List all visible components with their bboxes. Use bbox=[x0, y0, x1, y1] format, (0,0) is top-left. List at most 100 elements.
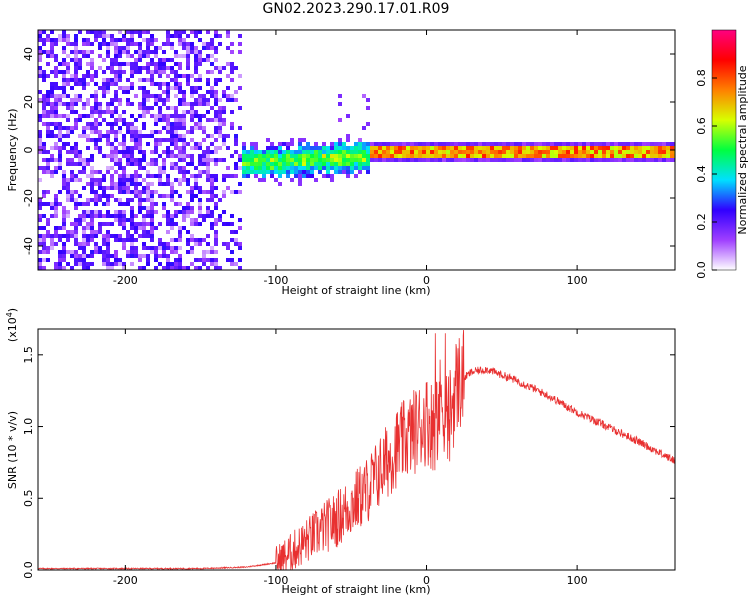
heatmap-cell bbox=[42, 30, 46, 34]
heatmap-cell bbox=[194, 70, 198, 74]
heatmap-cell bbox=[286, 166, 290, 170]
heatmap-cell bbox=[146, 162, 150, 166]
heatmap-cell bbox=[306, 146, 310, 150]
heatmap-cell bbox=[498, 150, 502, 154]
heatmap-cell bbox=[38, 258, 42, 262]
heatmap-cell bbox=[54, 134, 58, 138]
heatmap-cell bbox=[118, 70, 122, 74]
heatmap-cell bbox=[302, 154, 306, 158]
heatmap-cell bbox=[198, 98, 202, 102]
heatmap-cell bbox=[574, 154, 578, 158]
heatmap-cell bbox=[474, 142, 478, 146]
heatmap-cell bbox=[146, 182, 150, 186]
heatmap-cell bbox=[670, 150, 674, 154]
heatmap-cell bbox=[62, 226, 66, 230]
heatmap-cell bbox=[102, 250, 106, 254]
heatmap-cell bbox=[194, 218, 198, 222]
heatmap-cell bbox=[98, 86, 102, 90]
heatmap-cell bbox=[194, 62, 198, 66]
y-tick-label: 1.5 bbox=[22, 346, 35, 364]
heatmap-cell bbox=[554, 158, 558, 162]
heatmap-cell bbox=[50, 38, 54, 42]
heatmap-cell bbox=[442, 142, 446, 146]
heatmap-cell bbox=[406, 150, 410, 154]
heatmap-cell bbox=[546, 150, 550, 154]
heatmap-cell bbox=[178, 202, 182, 206]
heatmap-cell bbox=[74, 70, 78, 74]
heatmap-cell bbox=[58, 258, 62, 262]
heatmap-cell bbox=[50, 114, 54, 118]
heatmap-cell bbox=[110, 150, 114, 154]
heatmap-cell bbox=[170, 134, 174, 138]
heatmap-cell bbox=[418, 142, 422, 146]
heatmap-cell bbox=[474, 146, 478, 150]
heatmap-cell bbox=[82, 210, 86, 214]
heatmap-cell bbox=[194, 242, 198, 246]
heatmap-cell bbox=[250, 154, 254, 158]
heatmap-cell bbox=[186, 214, 190, 218]
heatmap-cell bbox=[642, 146, 646, 150]
heatmap-cell bbox=[522, 146, 526, 150]
heatmap-cell bbox=[374, 154, 378, 158]
heatmap-cell bbox=[170, 182, 174, 186]
heatmap-cell bbox=[66, 54, 70, 58]
heatmap-cell bbox=[174, 130, 178, 134]
heatmap-cell bbox=[74, 66, 78, 70]
heatmap-cell bbox=[162, 246, 166, 250]
heatmap-cell bbox=[158, 242, 162, 246]
heatmap-cell bbox=[314, 154, 318, 158]
heatmap-cell bbox=[138, 54, 142, 58]
heatmap-cell bbox=[110, 254, 114, 258]
heatmap-cell bbox=[230, 110, 234, 114]
heatmap-cell bbox=[214, 146, 218, 150]
heatmap-cell bbox=[302, 170, 306, 174]
heatmap-cell bbox=[410, 146, 414, 150]
heatmap-cell bbox=[534, 154, 538, 158]
heatmap-cell bbox=[118, 126, 122, 130]
heatmap-cell bbox=[122, 138, 126, 142]
heatmap-cell bbox=[106, 78, 110, 82]
heatmap-cell bbox=[146, 234, 150, 238]
heatmap-cell bbox=[98, 34, 102, 38]
heatmap-cell bbox=[254, 170, 258, 174]
heatmap-cell bbox=[530, 150, 534, 154]
heatmap-cell bbox=[150, 134, 154, 138]
heatmap-cell bbox=[178, 42, 182, 46]
heatmap-cell bbox=[162, 250, 166, 254]
snr-y-ticks: 0.00.51.01.5 bbox=[22, 346, 675, 579]
heatmap-cell bbox=[186, 182, 190, 186]
heatmap-cell bbox=[142, 230, 146, 234]
heatmap-cell bbox=[482, 154, 486, 158]
heatmap-cell bbox=[110, 102, 114, 106]
heatmap-cell bbox=[58, 138, 62, 142]
heatmap-cell bbox=[122, 226, 126, 230]
heatmap-cell bbox=[338, 118, 342, 122]
heatmap-cell bbox=[82, 258, 86, 262]
heatmap-cell bbox=[186, 34, 190, 38]
heatmap-cell bbox=[118, 50, 122, 54]
heatmap-cell bbox=[38, 98, 42, 102]
heatmap-cell bbox=[38, 250, 42, 254]
heatmap-cell bbox=[206, 190, 210, 194]
heatmap-cell bbox=[66, 210, 70, 214]
heatmap-cell bbox=[210, 54, 214, 58]
heatmap-cell bbox=[98, 42, 102, 46]
heatmap-cell bbox=[102, 178, 106, 182]
heatmap-cell bbox=[126, 30, 130, 34]
heatmap-cell bbox=[150, 202, 154, 206]
heatmap-cell bbox=[66, 142, 70, 146]
heatmap-cell bbox=[466, 158, 470, 162]
heatmap-cell bbox=[162, 170, 166, 174]
heatmap-cell bbox=[190, 110, 194, 114]
heatmap-cell bbox=[94, 30, 98, 34]
heatmap-cell bbox=[142, 218, 146, 222]
heatmap-cell bbox=[230, 66, 234, 70]
heatmap-cell bbox=[190, 46, 194, 50]
heatmap-cell bbox=[222, 110, 226, 114]
heatmap-cell bbox=[126, 218, 130, 222]
heatmap-cell bbox=[134, 134, 138, 138]
heatmap-cell bbox=[174, 54, 178, 58]
heatmap-cell bbox=[154, 38, 158, 42]
heatmap-cell bbox=[214, 130, 218, 134]
heatmap-cell bbox=[270, 150, 274, 154]
